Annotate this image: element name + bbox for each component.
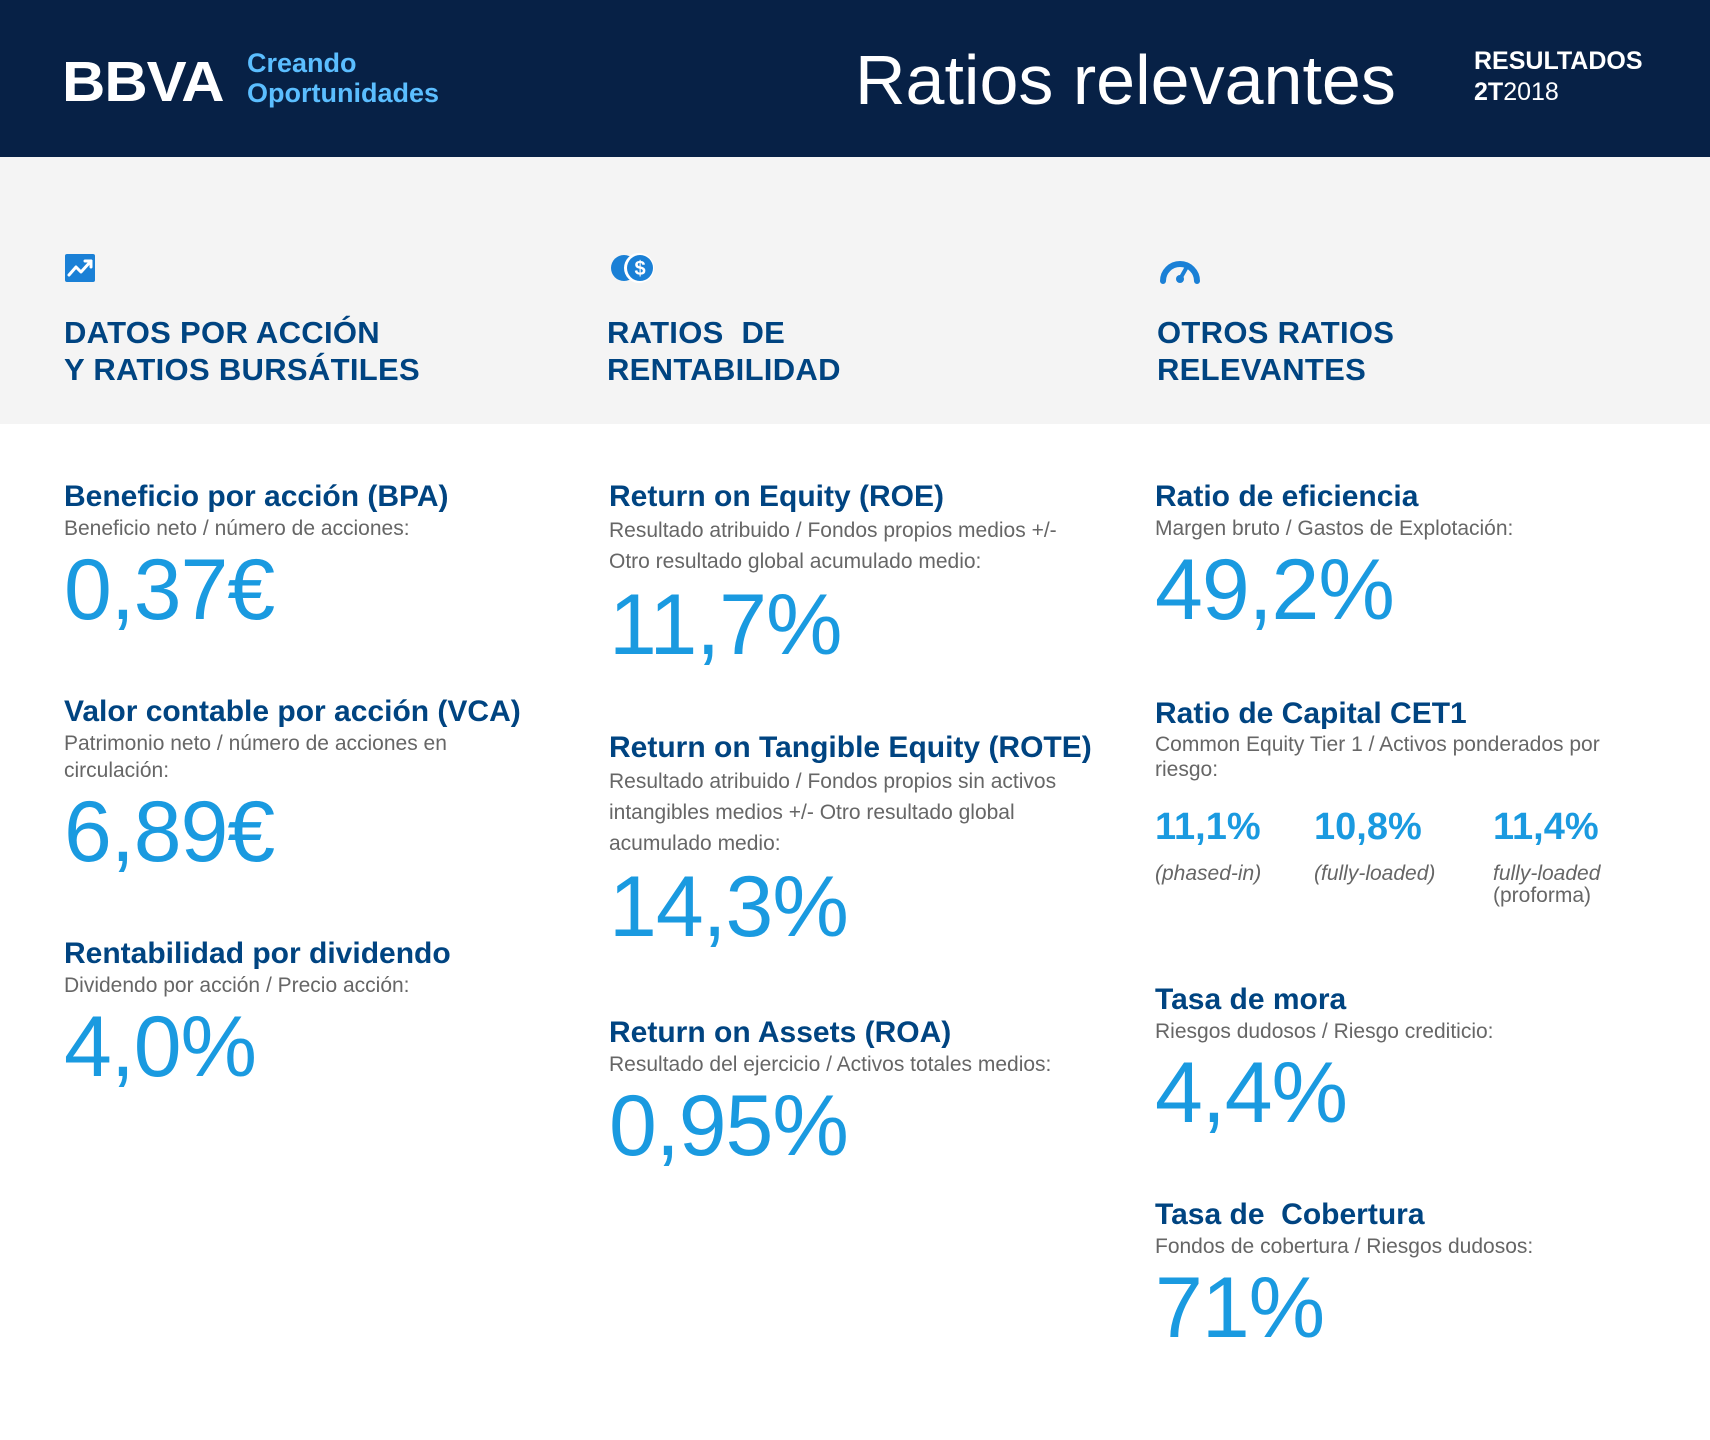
bbva-logo: BBVA [62, 49, 225, 114]
metric-description: Resultado atribuido / Fondos propios sin… [609, 770, 1057, 855]
metric-title: Ratio de Capital CET1 [1155, 697, 1467, 730]
header-bar: BBVA Creando Oportunidades Ratios releva… [0, 0, 1710, 157]
metric-title: Tasa de Cobertura [1155, 1198, 1425, 1231]
metric-tasa-cobertura: Tasa de Cobertura Fondos de cobertura / … [1155, 1197, 1645, 1356]
metric-description: Margen bruto / Gastos de Explotación: [1155, 517, 1514, 540]
section-title-line1: OTROS RATIOS [1157, 315, 1395, 350]
metric-title: Rentabilidad por dividendo [64, 937, 451, 970]
results-period: RESULTADOS 2T2018 [1474, 46, 1643, 108]
tagline-line2: Oportunidades [247, 78, 440, 108]
section-title-line1: RATIOS DE [607, 315, 786, 350]
metric-value: 0,37€ [64, 542, 275, 638]
metric-description: Patrimonio neto / número de acciones en … [64, 732, 447, 782]
period-prefix: 2T [1474, 78, 1504, 106]
metric-description: Resultado del ejercicio / Activos totale… [609, 1053, 1052, 1076]
section-title-ratios: RATIOS DE RENTABILIDAD [607, 314, 841, 388]
metric-title: Return on Tangible Equity (ROTE) [609, 731, 1092, 764]
cet1-fully-loaded: 10,8% (fully-loaded) [1314, 803, 1435, 885]
period-year: 2018 [1503, 78, 1559, 106]
metric-rentabilidad-dividendo: Rentabilidad por dividendo Dividendo por… [64, 936, 554, 1095]
metric-vca: Valor contable por acción (VCA) Patrimon… [64, 694, 521, 880]
section-title-otros: OTROS RATIOS RELEVANTES [1157, 314, 1394, 388]
metric-value: 71% [1155, 1260, 1325, 1356]
page-title: Ratios relevantes [855, 41, 1396, 119]
cet1-label-secondary: (proforma) [1493, 884, 1592, 907]
metric-title: Valor contable por acción (VCA) [64, 695, 521, 728]
cet1-label: fully-loaded [1493, 862, 1601, 885]
section-header-band [0, 157, 1710, 424]
section-title-line2: RELEVANTES [1157, 352, 1367, 387]
svg-text:$: $ [634, 258, 645, 280]
dollar-coin-icon: $ [610, 251, 660, 285]
metric-title: Return on Assets (ROA) [609, 1016, 952, 1049]
cet1-fully-loaded-proforma: 11,4% fully-loaded (proforma) [1493, 803, 1600, 907]
metric-title: Tasa de mora [1155, 983, 1347, 1016]
metric-description: Beneficio neto / número de acciones: [64, 517, 410, 540]
metric-description: Fondos de cobertura / Riesgos dudosos: [1155, 1235, 1534, 1258]
metric-description: Riesgos dudosos / Riesgo crediticio: [1155, 1020, 1494, 1043]
metric-title: Beneficio por acción (BPA) [64, 480, 449, 513]
cet1-value: 10,8% [1314, 806, 1422, 848]
speedometer-icon [1160, 251, 1200, 285]
cet1-phased-in: 11,1% (phased-in) [1155, 803, 1261, 885]
metric-value: 14,3% [609, 859, 849, 955]
metric-eficiencia: Ratio de eficiencia Margen bruto / Gasto… [1155, 479, 1645, 638]
metric-title: Ratio de eficiencia [1155, 480, 1419, 513]
metric-tasa-mora: Tasa de mora Riesgos dudosos / Riesgo cr… [1155, 982, 1645, 1141]
cet1-label: (fully-loaded) [1314, 862, 1436, 885]
trending-up-icon [64, 251, 98, 285]
cet1-value: 11,4% [1493, 806, 1599, 848]
tagline: Creando Oportunidades [247, 48, 439, 108]
metric-bpa: Beneficio por acción (BPA) Beneficio net… [64, 479, 554, 638]
cet1-value: 11,1% [1155, 806, 1261, 848]
results-label: RESULTADOS [1474, 47, 1643, 75]
metric-value: 4,0% [64, 999, 257, 1095]
section-title-line2: RENTABILIDAD [607, 352, 841, 387]
cet1-label: (phased-in) [1155, 862, 1262, 885]
tagline-line1: Creando [247, 48, 357, 78]
metric-title: Return on Equity (ROE) [609, 480, 944, 513]
metric-description: Resultado atribuido / Fondos propios med… [609, 519, 1057, 573]
section-title-line1: DATOS POR ACCIÓN [64, 315, 380, 350]
metric-cet1: Ratio de Capital CET1 Common Equity Tier… [1155, 696, 1615, 782]
metric-value: 11,7% [609, 577, 842, 673]
metric-description: Common Equity Tier 1 / Activos ponderado… [1155, 733, 1600, 781]
metric-roa: Return on Assets (ROA) Resultado del eje… [609, 1015, 1099, 1174]
metric-rote: Return on Tangible Equity (ROTE) Resulta… [609, 730, 1099, 955]
section-title-line2: Y RATIOS BURSÁTILES [64, 352, 420, 387]
metric-value: 49,2% [1155, 542, 1395, 638]
metric-roe: Return on Equity (ROE) Resultado atribui… [609, 479, 1079, 673]
section-title-datos: DATOS POR ACCIÓN Y RATIOS BURSÁTILES [64, 314, 420, 388]
metric-description: Dividendo por acción / Precio acción: [64, 974, 410, 997]
metric-value: 6,89€ [64, 784, 275, 880]
metric-value: 0,95% [609, 1078, 849, 1174]
metric-value: 4,4% [1155, 1045, 1348, 1141]
